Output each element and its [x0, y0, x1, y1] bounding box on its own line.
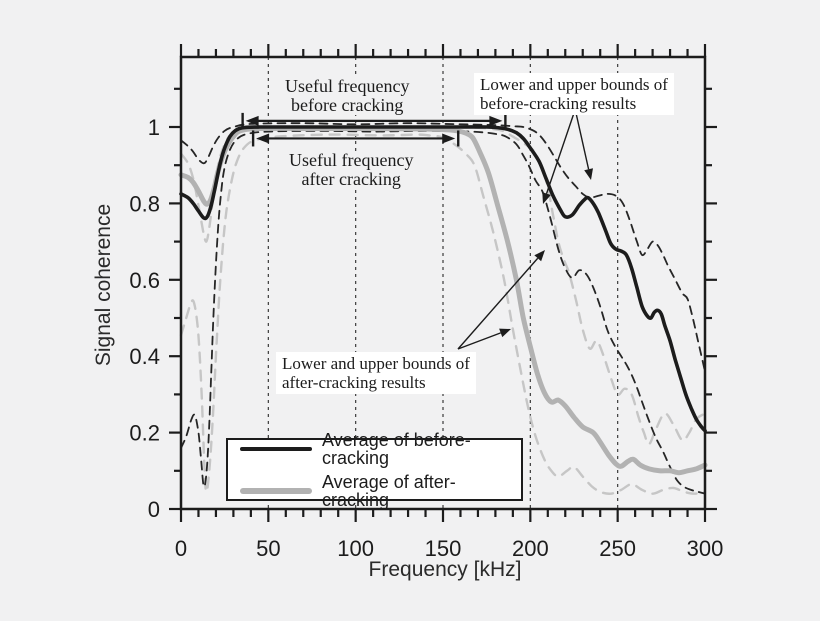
- useful-range-before-right-arrowhead: [489, 115, 503, 126]
- y-tick-label: 0.6: [129, 268, 160, 293]
- annotation-line: Lower and upper bounds of: [282, 354, 470, 373]
- useful-range-after-left-arrowhead: [256, 133, 270, 144]
- annotation-useful-after: Useful frequency after cracking: [286, 150, 417, 189]
- curve-upper-bound-of-after-cracking: [179, 125, 707, 446]
- curve-average-of-before-cracking: [179, 125, 707, 433]
- x-tick-label: 0: [175, 536, 187, 561]
- bounds-after-pointer-lower-arrowhead: [499, 328, 511, 338]
- legend-item-before: Average of before-cracking: [240, 431, 521, 467]
- y-axis-title: Signal coherence: [92, 203, 115, 367]
- bounds-after-pointer-upper-line: [457, 257, 539, 350]
- before-line-swatch: [240, 446, 312, 451]
- annotation-line: Useful frequency: [289, 150, 414, 170]
- annotation-line: Useful frequency: [285, 76, 410, 96]
- annotation-line: before cracking: [291, 95, 404, 115]
- annotation-line: Lower and upper bounds of: [480, 75, 668, 94]
- legend-label: Average of after-cracking: [322, 471, 456, 510]
- y-tick-label: 0.2: [129, 421, 160, 446]
- annotation-bounds-before: Lower and upper bounds of before-crackin…: [474, 73, 674, 115]
- y-tick-label: 1: [148, 115, 160, 140]
- x-axis-title: Frequency [kHz]: [368, 558, 522, 581]
- x-tick-label: 200: [512, 536, 549, 561]
- annotation-useful-before: Useful frequency before cracking: [282, 76, 413, 115]
- annotation-line: before-cracking results: [480, 94, 637, 113]
- y-tick-label: 0.4: [129, 344, 160, 369]
- curve-upper-bound-of-before-cracking: [180, 122, 706, 373]
- legend-box: Average of before-cracking Average of af…: [226, 431, 523, 509]
- y-tick-label: 0.8: [129, 191, 160, 216]
- x-tick-label: 50: [256, 536, 280, 561]
- annotation-line: after-cracking results: [282, 373, 426, 392]
- annotation-line: after cracking: [301, 169, 401, 189]
- x-tick-label: 100: [337, 536, 374, 561]
- x-tick-label: 300: [687, 536, 724, 561]
- legend-label: Average of before-cracking: [322, 429, 471, 468]
- curve-lower-bound-of-before-cracking: [180, 129, 706, 495]
- curve-lower-bound-of-after-cracking: [179, 133, 707, 495]
- x-tick-label: 250: [599, 536, 636, 561]
- y-tick-label: 0: [148, 497, 160, 522]
- after-line-swatch: [240, 487, 312, 494]
- bounds-after-pointer-upper-arrowhead: [534, 250, 545, 262]
- useful-range-before-left-arrowhead: [245, 115, 259, 126]
- useful-range-after-right-arrowhead: [442, 133, 456, 144]
- annotation-bounds-after: Lower and upper bounds of after-cracking…: [276, 352, 476, 394]
- bounds-before-pointer-lower-arrowhead: [542, 192, 551, 204]
- bounds-after-pointer-lower-line: [457, 332, 501, 350]
- bounds-before-pointer-lower-line: [545, 112, 575, 194]
- x-tick-label: 150: [425, 536, 462, 561]
- bounds-before-pointer-upper-line: [575, 112, 590, 170]
- legend-item-after: Average of after-cracking: [240, 473, 521, 509]
- bounds-before-pointer-upper-arrowhead: [584, 168, 593, 180]
